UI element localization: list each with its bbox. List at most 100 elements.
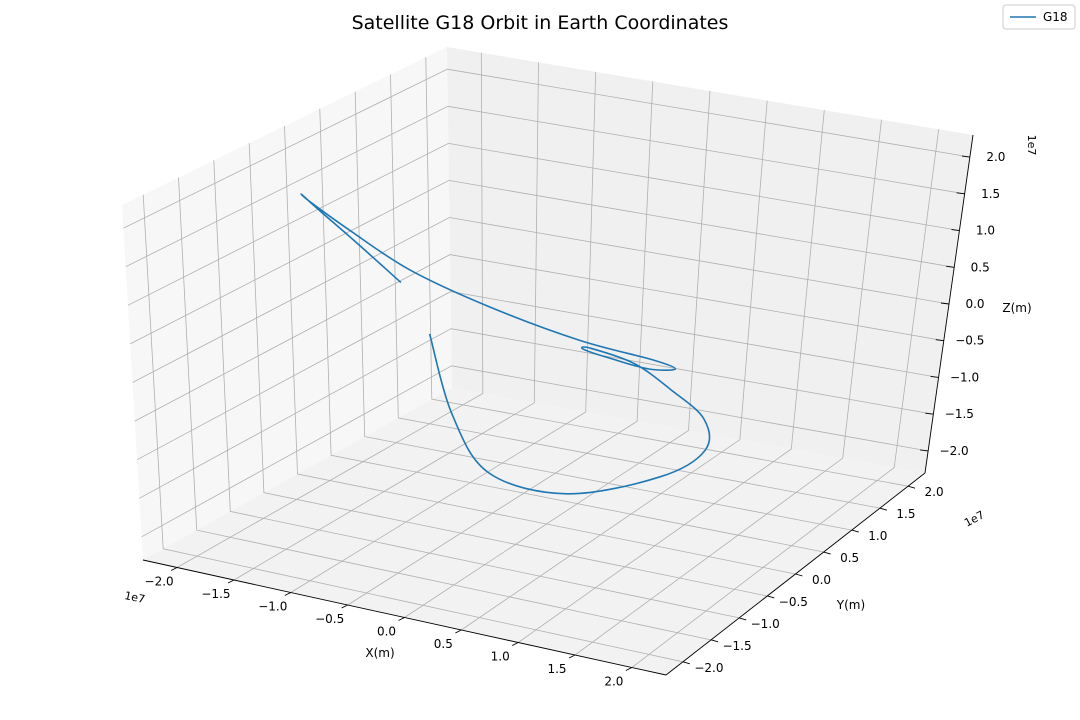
y-tick-label-2: −1.0 bbox=[751, 617, 780, 631]
y-grid-line-2 bbox=[213, 160, 740, 619]
z-tick-label-3: −0.5 bbox=[955, 334, 984, 348]
x-grid-line-5 bbox=[461, 100, 768, 631]
z-grid-line-2 bbox=[136, 291, 939, 461]
y-tick-mark-3 bbox=[767, 595, 775, 599]
x-grid-line-1 bbox=[233, 62, 539, 581]
z-tick-label-6: 1.0 bbox=[976, 224, 995, 238]
back-right-pane bbox=[447, 47, 973, 473]
z-tick-label-0: −2.0 bbox=[940, 444, 969, 458]
y-tick-mark-0 bbox=[682, 661, 691, 665]
x-tick-label-4: 0.0 bbox=[377, 625, 396, 639]
chart-title: Satellite G18 Orbit in Earth Coordinates bbox=[352, 12, 729, 34]
z-tick-mark-7 bbox=[956, 192, 965, 195]
x-grid-line-4 bbox=[404, 90, 711, 618]
z-tick-mark-1 bbox=[925, 412, 934, 415]
z-grid-line-6 bbox=[127, 142, 960, 306]
y-tick-label-3: −0.5 bbox=[779, 595, 808, 609]
z-axis-offset: 1e7 bbox=[1025, 135, 1038, 156]
z-tick-mark-5 bbox=[946, 265, 955, 268]
x-axis-label: X(m) bbox=[365, 646, 394, 660]
y-tick-label-6: 1.0 bbox=[868, 529, 887, 543]
y-grid-line-6 bbox=[354, 91, 852, 531]
z-tick-label-5: 0.5 bbox=[971, 260, 990, 274]
grid-lines bbox=[123, 52, 970, 668]
z-grid-line-5 bbox=[130, 179, 955, 345]
z-tick-label-1: −1.5 bbox=[945, 407, 974, 421]
x-tick-label-8: 2.0 bbox=[604, 675, 623, 689]
x-grid-line-8 bbox=[631, 129, 940, 668]
x-tick-mark-2 bbox=[284, 592, 292, 596]
y-grid-line-3 bbox=[248, 143, 768, 597]
z-tick-label-8: 2.0 bbox=[986, 150, 1005, 164]
y-tick-mark-2 bbox=[739, 617, 747, 621]
x-tick-mark-5 bbox=[455, 629, 462, 634]
y-grid-line-1 bbox=[178, 177, 712, 641]
y-tick-label-0: −2.0 bbox=[694, 661, 723, 675]
tick-layer: −2.0−1.5−1.0−0.50.00.51.01.52.0−2.0−1.5−… bbox=[142, 134, 1005, 689]
z-tick-mark-4 bbox=[940, 302, 950, 305]
x-tick-label-7: 1.5 bbox=[547, 662, 566, 676]
x-tick-label-1: −1.5 bbox=[201, 587, 230, 601]
back-left-pane bbox=[122, 47, 452, 560]
y-axis-offset: 1e7 bbox=[962, 508, 986, 529]
x-grid-line-0 bbox=[176, 52, 484, 568]
x-tick-label-6: 1.0 bbox=[491, 650, 510, 664]
x-tick-mark-6 bbox=[511, 642, 519, 646]
x-tick-label-0: −2.0 bbox=[145, 575, 174, 589]
y-tick-mark-7 bbox=[879, 507, 888, 511]
z-grid-line-3 bbox=[134, 254, 944, 422]
z-tick-label-4: 0.0 bbox=[965, 297, 984, 311]
z-tick-mark-2 bbox=[930, 376, 939, 378]
x-tick-mark-0 bbox=[170, 567, 178, 571]
z-tick-label-2: −1.0 bbox=[950, 370, 979, 384]
y-grid-line-8 bbox=[425, 57, 909, 487]
x-grid-line-6 bbox=[517, 110, 825, 643]
y-axis-label: Y(m) bbox=[836, 598, 865, 612]
x-grid-line-7 bbox=[574, 119, 882, 656]
z-grid-line-1 bbox=[139, 328, 934, 499]
axis-panes bbox=[122, 47, 973, 675]
y-tick-mark-1 bbox=[710, 639, 719, 643]
x-tick-label-2: −1.0 bbox=[258, 600, 287, 614]
x-tick-label-3: −0.5 bbox=[315, 612, 344, 626]
x-tick-label-5: 0.5 bbox=[434, 637, 453, 651]
z-grid-line-8 bbox=[123, 68, 970, 229]
z-grid-line-4 bbox=[132, 217, 950, 383]
y-tick-mark-4 bbox=[795, 573, 803, 577]
y-grid-line-7 bbox=[390, 74, 881, 509]
y-grid-line-0 bbox=[142, 194, 683, 663]
y-tick-label-8: 2.0 bbox=[925, 485, 944, 499]
x-grid-line-3 bbox=[347, 81, 654, 606]
z-tick-mark-0 bbox=[920, 449, 929, 452]
x-grid-line-2 bbox=[290, 71, 597, 593]
z-tick-label-7: 1.5 bbox=[981, 187, 1000, 201]
y-tick-label-5: 0.5 bbox=[840, 551, 859, 565]
y-tick-mark-8 bbox=[907, 485, 916, 489]
y-tick-label-4: 0.0 bbox=[812, 573, 831, 587]
y-grid-line-5 bbox=[319, 108, 824, 553]
z-axis-label: Z(m) bbox=[1002, 301, 1031, 315]
x-tick-mark-1 bbox=[227, 579, 235, 584]
z-tick-mark-6 bbox=[951, 229, 960, 231]
z-tick-mark-3 bbox=[935, 339, 944, 342]
y-grid-line-4 bbox=[284, 125, 796, 575]
y-tick-mark-5 bbox=[823, 551, 831, 555]
floor-pane bbox=[143, 388, 925, 675]
legend-label-g18: G18 bbox=[1043, 10, 1068, 24]
legend-box bbox=[1002, 4, 1076, 30]
z-grid-line-0 bbox=[141, 365, 929, 538]
orbit-line-g18 bbox=[300, 193, 711, 495]
z-tick-mark-8 bbox=[961, 155, 970, 158]
x-tick-mark-4 bbox=[398, 617, 405, 621]
y-tick-label-1: −1.5 bbox=[722, 639, 751, 653]
x-axis-offset: 1e7 bbox=[123, 589, 146, 606]
x-tick-mark-7 bbox=[568, 654, 576, 659]
series-layer bbox=[300, 193, 711, 495]
y-tick-label-7: 1.5 bbox=[896, 507, 915, 521]
x-tick-mark-3 bbox=[341, 604, 348, 609]
y-tick-mark-6 bbox=[851, 529, 859, 533]
z-grid-line-7 bbox=[125, 105, 965, 268]
x-tick-mark-8 bbox=[625, 667, 633, 671]
legend: G18 bbox=[1002, 4, 1076, 30]
